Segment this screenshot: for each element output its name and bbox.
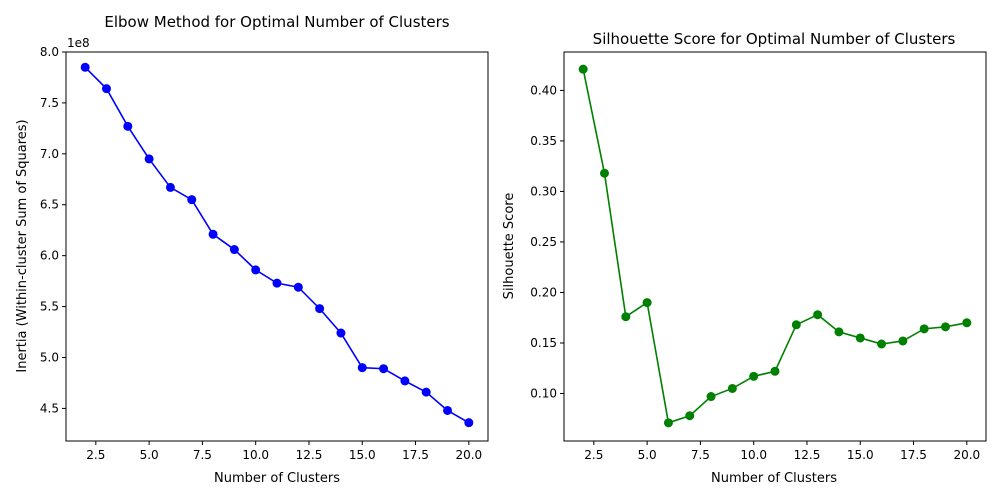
silhouette-data-point <box>642 298 652 308</box>
elbow-y-offset-label: 1e8 <box>67 36 90 50</box>
elbow-x-tick-label: 20.0 <box>455 448 482 462</box>
silhouette-data-point <box>770 366 780 376</box>
silhouette-x-tick-label: 15.0 <box>847 448 874 462</box>
silhouette-x-tick-label: 7.5 <box>691 448 710 462</box>
elbow-y-tick-label: 5.5 <box>40 300 59 314</box>
silhouette-y-tick-label: 0.25 <box>530 235 557 249</box>
silhouette-x-ticks: 2.5 5.0 7.5 10.0 12.5 15.0 17.5 20.0 <box>584 441 980 462</box>
elbow-y-ticks: 4.5 5.0 5.5 6.0 6.5 7.0 7.5 8.0 <box>40 45 66 415</box>
elbow-data-point <box>421 387 431 397</box>
silhouette-data-point <box>663 418 673 428</box>
elbow-data-point <box>400 376 410 386</box>
elbow-plot-frame <box>65 51 489 442</box>
silhouette-y-tick-label: 0.20 <box>530 285 557 299</box>
silhouette-data-point <box>898 336 908 346</box>
elbow-data-point <box>251 265 261 275</box>
silhouette-data-point <box>727 383 737 393</box>
silhouette-x-tick-label: 17.5 <box>900 448 927 462</box>
elbow-y-tick-label: 4.5 <box>40 401 59 415</box>
silhouette-chart: Silhouette Score for Optimal Number of C… <box>502 30 987 486</box>
elbow-x-tick-label: 7.5 <box>193 448 212 462</box>
silhouette-chart-title: Silhouette Score for Optimal Number of C… <box>593 30 956 48</box>
elbow-y-axis-label: Inertia (Within-cluster Sum of Squares) <box>15 119 30 372</box>
elbow-data-point <box>187 195 197 205</box>
silhouette-data-point <box>834 327 844 337</box>
elbow-y-tick-label: 7.0 <box>40 147 59 161</box>
silhouette-data-point <box>877 339 887 349</box>
silhouette-data-point <box>855 333 865 343</box>
elbow-x-ticks: 2.5 5.0 7.5 10.0 12.5 15.0 17.5 20.0 <box>86 441 482 462</box>
elbow-data-point <box>208 229 218 239</box>
elbow-data-point <box>165 182 175 192</box>
silhouette-data-point <box>706 392 716 402</box>
elbow-data-point <box>123 121 133 131</box>
silhouette-y-tick-label: 0.10 <box>530 387 557 401</box>
elbow-y-tick-label: 5.0 <box>40 350 59 364</box>
elbow-data-point <box>379 364 389 374</box>
elbow-x-tick-label: 12.5 <box>296 448 323 462</box>
elbow-series <box>80 62 474 428</box>
silhouette-data-point <box>941 322 951 332</box>
silhouette-y-tick-label: 0.15 <box>530 336 557 350</box>
silhouette-data-point <box>749 371 759 381</box>
silhouette-plot-frame <box>563 51 987 442</box>
elbow-y-tick-label: 6.5 <box>40 198 59 212</box>
silhouette-data-point <box>685 411 695 421</box>
elbow-y-tick-label: 8.0 <box>40 45 59 59</box>
silhouette-data-point <box>962 318 972 328</box>
silhouette-y-tick-label: 0.40 <box>530 83 557 97</box>
elbow-data-point <box>272 278 282 288</box>
silhouette-x-tick-label: 5.0 <box>638 448 657 462</box>
silhouette-data-point <box>621 312 631 322</box>
elbow-y-tick-label: 7.5 <box>40 96 59 110</box>
silhouette-x-axis-label: Number of Clusters <box>711 471 837 486</box>
silhouette-x-tick-label: 20.0 <box>953 448 980 462</box>
silhouette-data-point <box>578 64 588 74</box>
elbow-data-point <box>443 405 453 415</box>
elbow-data-point <box>101 84 111 94</box>
silhouette-y-tick-label: 0.30 <box>530 184 557 198</box>
elbow-x-tick-label: 10.0 <box>242 448 269 462</box>
silhouette-y-ticks: 0.10 0.15 0.20 0.25 0.30 0.35 0.40 <box>530 83 564 401</box>
elbow-data-point <box>293 282 303 292</box>
elbow-y-tick-label: 6.0 <box>40 249 59 263</box>
elbow-data-point <box>229 245 239 255</box>
silhouette-data-point <box>919 324 929 334</box>
elbow-x-tick-label: 17.5 <box>402 448 429 462</box>
elbow-data-point <box>144 154 154 164</box>
elbow-x-tick-label: 5.0 <box>140 448 159 462</box>
elbow-data-point <box>336 328 346 338</box>
silhouette-data-point <box>791 320 801 330</box>
elbow-data-point <box>464 418 474 428</box>
silhouette-data-point <box>599 168 609 178</box>
elbow-x-tick-label: 15.0 <box>349 448 376 462</box>
elbow-data-point <box>80 62 90 72</box>
elbow-data-point <box>315 304 325 314</box>
elbow-x-tick-label: 2.5 <box>86 448 105 462</box>
silhouette-data-point <box>813 310 823 320</box>
elbow-chart: Elbow Method for Optimal Number of Clust… <box>15 13 489 486</box>
silhouette-y-tick-label: 0.35 <box>530 134 557 148</box>
silhouette-x-tick-label: 2.5 <box>584 448 603 462</box>
silhouette-x-tick-label: 10.0 <box>740 448 767 462</box>
elbow-chart-title: Elbow Method for Optimal Number of Clust… <box>104 13 449 31</box>
elbow-data-point <box>357 363 367 373</box>
silhouette-x-tick-label: 12.5 <box>794 448 821 462</box>
elbow-x-axis-label: Number of Clusters <box>214 471 340 486</box>
silhouette-y-axis-label: Silhouette Score <box>502 193 517 300</box>
silhouette-series <box>578 64 972 428</box>
